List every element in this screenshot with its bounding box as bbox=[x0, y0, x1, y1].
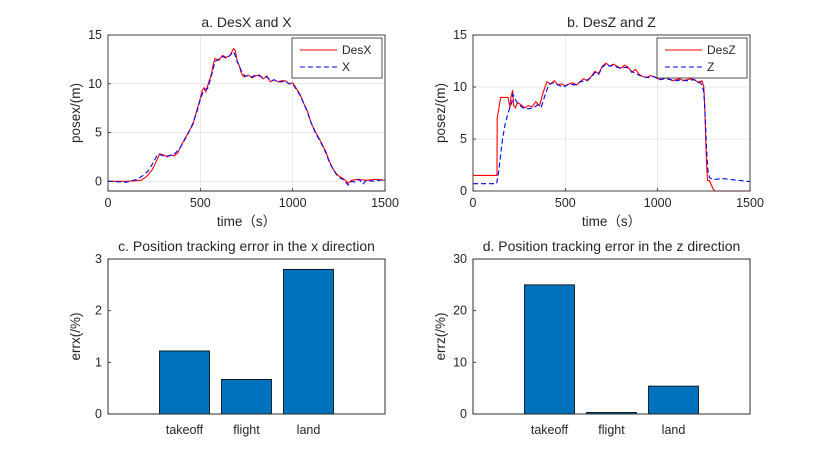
y-tick-label: 2 bbox=[95, 304, 102, 318]
legend-label-desz: DesZ bbox=[707, 43, 736, 57]
bar-takeoff bbox=[159, 350, 210, 415]
y-tick-label: 3 bbox=[95, 252, 102, 266]
category-label: land bbox=[297, 423, 321, 437]
y-tick-label: 10 bbox=[453, 355, 467, 369]
category-label: flight bbox=[598, 423, 625, 437]
series-line-z bbox=[473, 63, 751, 185]
x-tick-label: 1500 bbox=[736, 196, 764, 210]
chart-panel-3: takeoff flight land 0 1 2 3 c. Position trackin… bbox=[68, 238, 386, 437]
chart-title: c. Position tracking error in the x dire… bbox=[118, 238, 375, 254]
y-tick-label: 0 bbox=[95, 174, 102, 188]
plot-frame bbox=[107, 34, 386, 192]
y-tick-label: 0 bbox=[95, 407, 102, 421]
x-tick-label: 1000 bbox=[644, 196, 672, 210]
plot-frame bbox=[472, 258, 751, 415]
plot-area bbox=[472, 258, 751, 415]
legend-box bbox=[656, 37, 748, 79]
y-tick-label: 10 bbox=[88, 77, 102, 91]
chart-panel-4: takeoff flight land 0 10 20 30 d. Position trac… bbox=[433, 238, 751, 437]
y-tick-label: 10 bbox=[453, 80, 467, 94]
y-axis-label: errz(/%) bbox=[433, 313, 448, 361]
x-tick-label: 1000 bbox=[279, 196, 307, 210]
y-axis-label: posez/(m) bbox=[433, 83, 448, 143]
x-tick-label: 1500 bbox=[371, 196, 399, 210]
legend: DesX X bbox=[291, 37, 383, 79]
y-axis-label: errx(/%) bbox=[68, 313, 83, 361]
series-line-x bbox=[107, 50, 386, 187]
chart-title: d. Position tracking error in the z dire… bbox=[483, 238, 741, 254]
chart-panel-1: 0 500 1000 1500 DesX X 0 5 10 15 a. DesX and X time… bbox=[68, 14, 399, 229]
chart-title: a. DesX and X bbox=[201, 14, 292, 30]
legend-label-desx: DesX bbox=[342, 43, 371, 57]
chart-title: b. DesZ and Z bbox=[567, 14, 656, 30]
bar-land bbox=[648, 385, 699, 415]
series-line-desz bbox=[473, 62, 750, 192]
legend-label-z: Z bbox=[707, 60, 714, 74]
x-tick-label: 500 bbox=[555, 196, 576, 210]
x-axis-label: time（s） bbox=[217, 214, 276, 229]
y-tick-label: 15 bbox=[88, 28, 102, 42]
bar-land bbox=[283, 268, 334, 415]
legend-label-x: X bbox=[342, 60, 350, 74]
y-tick-label: 5 bbox=[95, 126, 102, 140]
y-tick-label: 20 bbox=[453, 304, 467, 318]
legend: DesZ Z bbox=[656, 37, 748, 79]
plot-frame bbox=[472, 34, 751, 192]
x-tick-label: 0 bbox=[470, 196, 477, 210]
y-tick-label: 1 bbox=[95, 355, 102, 369]
category-label: land bbox=[662, 423, 686, 437]
y-axis-label: posex/(m) bbox=[68, 83, 83, 143]
x-tick-label: 0 bbox=[105, 196, 112, 210]
category-label: takeoff bbox=[166, 423, 204, 437]
y-tick-label: 0 bbox=[460, 407, 467, 421]
category-label: takeoff bbox=[531, 423, 569, 437]
x-tick-label: 500 bbox=[190, 196, 211, 210]
legend-box bbox=[291, 37, 383, 79]
x-axis-label: time（s） bbox=[582, 214, 641, 229]
chart-panel-2: 0 500 1000 1500 DesZ Z 0 5 10 15 b. DesZ and Z time… bbox=[433, 14, 764, 229]
category-label: flight bbox=[233, 423, 260, 437]
y-tick-label: 0 bbox=[460, 184, 467, 198]
bar-takeoff bbox=[524, 284, 575, 415]
y-tick-label: 30 bbox=[453, 252, 467, 266]
y-tick-label: 5 bbox=[460, 132, 467, 146]
y-tick-label: 15 bbox=[453, 28, 467, 42]
bar-flight bbox=[221, 378, 272, 415]
plot-frame bbox=[107, 258, 386, 415]
